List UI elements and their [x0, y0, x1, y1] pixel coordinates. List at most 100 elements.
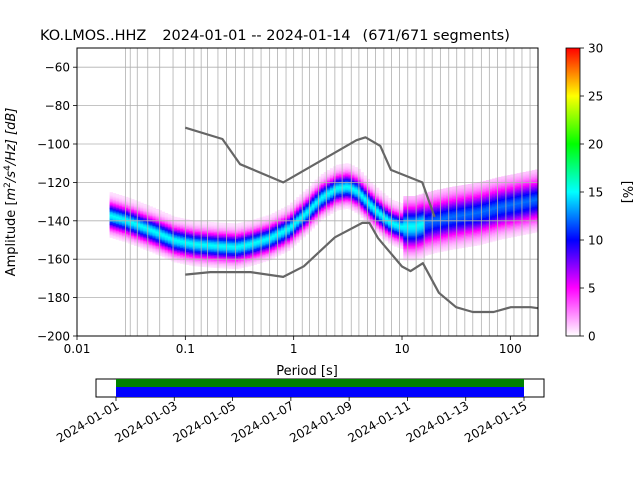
- psd-cell: [458, 207, 462, 210]
- psd-cell: [127, 209, 132, 212]
- psd-cell: [326, 193, 331, 196]
- psd-cell: [492, 233, 496, 236]
- psd-cell: [323, 207, 328, 211]
- psd-cell: [400, 208, 404, 212]
- psd-cell: [238, 251, 242, 255]
- psd-cell: [131, 236, 135, 240]
- psd-cell: [183, 241, 187, 245]
- psd-cell: [137, 201, 141, 205]
- psd-cell: [137, 238, 141, 242]
- psd-cell: [440, 227, 444, 231]
- psd-cell: [225, 227, 230, 230]
- psd-cell: [418, 216, 423, 219]
- psd-cell: [238, 232, 242, 236]
- psd-cell: [164, 248, 169, 252]
- psd-cell: [170, 241, 175, 245]
- psd-cell: [158, 236, 163, 239]
- psd-cell: [440, 219, 444, 222]
- psd-cell: [296, 227, 300, 230]
- psd-cell: [268, 254, 273, 258]
- psd-cell: [522, 199, 527, 202]
- psd-cell: [458, 199, 462, 203]
- psd-cell: [134, 213, 138, 216]
- psd-cell: [305, 198, 309, 202]
- psd-cell: [225, 228, 230, 232]
- psd-cell: [385, 237, 389, 240]
- psd-cell: [134, 236, 138, 239]
- psd-cell: [534, 217, 539, 220]
- psd-cell: [109, 215, 114, 218]
- psd-cell: [173, 218, 178, 221]
- psd-cell: [409, 203, 413, 206]
- psd-cell: [213, 235, 218, 238]
- psd-cell: [366, 204, 371, 208]
- psd-cell: [375, 202, 380, 205]
- psd-cell: [351, 165, 355, 168]
- psd-cell: [213, 245, 218, 248]
- psd-cell: [437, 189, 441, 193]
- psd-cell: [140, 221, 144, 224]
- psd-cell: [134, 211, 138, 215]
- psd-cell: [137, 215, 141, 219]
- psd-cell: [461, 197, 465, 201]
- psd-cell: [173, 247, 178, 250]
- psd-cell: [501, 210, 505, 214]
- psd-cell: [268, 221, 273, 225]
- psd-cell: [440, 201, 444, 205]
- psd-cell: [149, 238, 153, 241]
- psd-cell: [198, 235, 202, 238]
- psd-cell: [522, 206, 527, 210]
- psd-cell: [437, 225, 441, 229]
- psd-cell: [482, 218, 487, 221]
- psd-cell: [176, 249, 181, 252]
- psd-cell: [409, 249, 413, 252]
- psd-cell: [473, 226, 478, 229]
- psd-cell: [366, 213, 371, 216]
- psd-cell: [155, 244, 159, 248]
- psd-cell: [400, 207, 404, 211]
- psd-cell: [531, 197, 536, 200]
- psd-cell: [161, 246, 166, 249]
- psd-cell: [492, 236, 496, 239]
- psd-cell: [507, 208, 511, 211]
- psd-cell: [250, 253, 254, 256]
- psd-cell: [482, 205, 487, 208]
- psd-cell: [464, 229, 469, 232]
- psd-cell: [528, 221, 533, 224]
- psd-cell: [280, 240, 285, 243]
- psd-cell: [418, 214, 423, 218]
- psd-cell: [369, 203, 374, 207]
- psd-cell: [186, 250, 190, 254]
- psd-cell: [118, 236, 123, 240]
- psd-cell: [271, 234, 276, 238]
- psd-cell: [339, 201, 343, 205]
- psd-cell: [213, 256, 218, 260]
- psd-cell: [424, 253, 429, 256]
- psd-cell: [394, 224, 398, 227]
- psd-cell: [489, 182, 493, 185]
- psd-cell: [222, 244, 227, 247]
- psd-cell: [299, 214, 303, 218]
- psd-cell: [427, 193, 432, 196]
- psd-cell: [219, 248, 224, 252]
- psd-cell: [183, 227, 187, 230]
- psd-cell: [461, 242, 465, 246]
- high-noise-model-line: [184, 126, 436, 218]
- psd-cell: [161, 243, 166, 246]
- psd-cell: [348, 206, 352, 210]
- psd-cell: [415, 254, 420, 257]
- psd-cell: [262, 256, 267, 260]
- psd-cell: [427, 235, 432, 238]
- psd-cell: [320, 215, 325, 219]
- psd-cell: [482, 185, 487, 188]
- psd-cell: [433, 249, 438, 252]
- psd-cell: [452, 239, 456, 243]
- psd-cell: [461, 241, 465, 244]
- psd-cell: [467, 204, 472, 207]
- psd-cell: [369, 210, 374, 214]
- psd-cell: [430, 195, 435, 198]
- psd-cell: [195, 233, 199, 237]
- psd-cell: [326, 171, 331, 175]
- psd-cell: [516, 216, 521, 219]
- psd-cell: [519, 197, 524, 200]
